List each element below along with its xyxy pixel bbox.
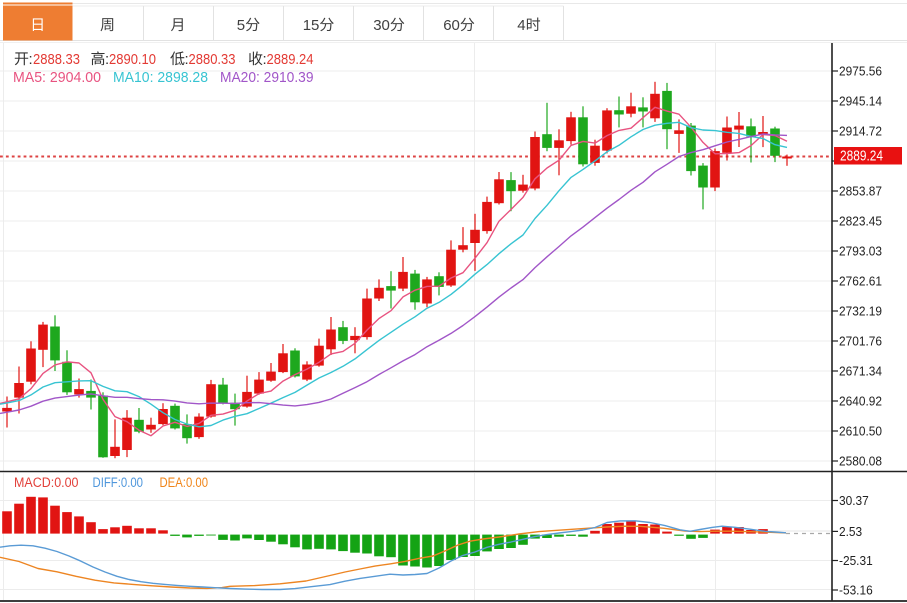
svg-text:2580.08: 2580.08: [839, 455, 882, 469]
svg-text:5: 5: [237, 17, 245, 34]
svg-text:-25.31: -25.31: [839, 554, 873, 568]
svg-text:2793.03: 2793.03: [839, 245, 882, 259]
svg-text:-53.16: -53.16: [839, 584, 873, 598]
svg-text::2888.33:2890.10:2880.33:2889.: :2888.33:2890.10:2880.33:2889.24: [29, 51, 314, 68]
svg-text:30: 30: [373, 17, 390, 34]
svg-text:4: 4: [517, 17, 525, 34]
svg-text:2975.56: 2975.56: [839, 65, 882, 79]
svg-text:2610.50: 2610.50: [839, 425, 882, 439]
svg-text:2640.92: 2640.92: [839, 395, 882, 409]
svg-text:30.37: 30.37: [839, 494, 869, 508]
svg-text:2945.14: 2945.14: [839, 95, 882, 109]
svg-text:2701.76: 2701.76: [839, 335, 882, 349]
svg-text:2732.19: 2732.19: [839, 305, 882, 319]
svg-text:2853.87: 2853.87: [839, 185, 882, 199]
svg-text:2671.34: 2671.34: [839, 365, 882, 379]
svg-text:2823.45: 2823.45: [839, 215, 882, 229]
svg-text:2762.61: 2762.61: [839, 275, 882, 289]
svg-text:2.53: 2.53: [839, 525, 862, 539]
svg-text:15: 15: [303, 17, 320, 34]
svg-text:60: 60: [443, 17, 460, 34]
svg-text:2914.72: 2914.72: [839, 125, 882, 139]
svg-text:2889.24: 2889.24: [840, 149, 883, 165]
